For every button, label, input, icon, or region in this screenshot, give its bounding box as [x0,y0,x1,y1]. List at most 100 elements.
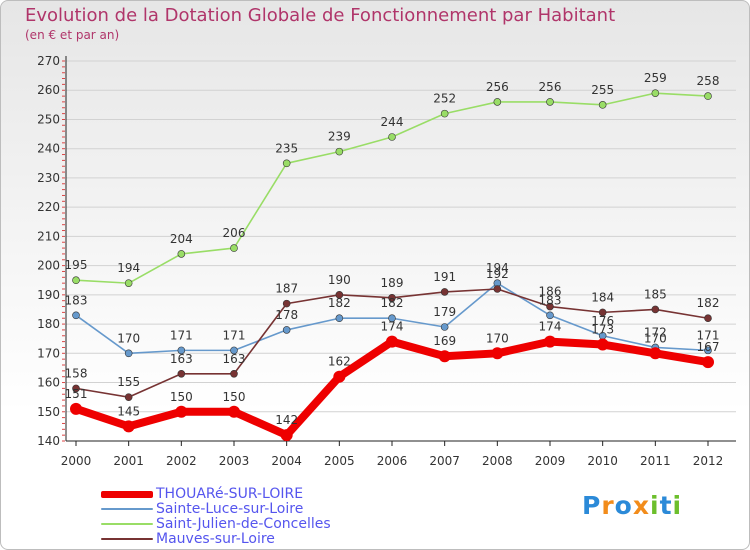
x-tick-label: 2007 [429,454,460,468]
value-label-sainte-luce-sur-loire: 176 [591,314,614,328]
x-tick-label: 2002 [166,454,197,468]
x-tick-label: 2004 [271,454,302,468]
value-label-sainte-luce-sur-loire: 182 [328,296,351,310]
value-label-saint-julien-de-concelles: 195 [65,258,88,272]
point-saint-julien-de-concelles [335,147,344,156]
value-label-mauves-sur-loire: 158 [65,366,88,380]
value-label-saint-julien-de-concelles: 206 [223,226,246,240]
y-tick-label: 190 [37,288,60,302]
point-saint-julien-de-concelles [72,276,80,285]
value-label-sainte-luce-sur-loire: 171 [223,328,246,342]
value-label-thouar-sur-loire: 162 [328,355,351,369]
point-saint-julien-de-concelles [546,98,554,106]
point-sainte-luce-sur-loire [335,314,344,323]
point-thouar-sur-loire [649,347,662,360]
legend-swatch-sainte-luce [101,508,153,510]
legend-swatch-mauves [101,538,153,540]
y-tick-label: 270 [37,54,60,68]
value-label-thouar-sur-loire: 173 [591,323,614,337]
value-label-thouar-sur-loire: 145 [117,404,140,418]
value-label-saint-julien-de-concelles: 239 [328,130,351,144]
value-label-thouar-sur-loire: 150 [223,390,246,404]
x-tick-label: 2003 [219,454,250,468]
y-tick-label: 260 [37,83,60,97]
point-saint-julien-de-concelles [230,244,238,252]
point-saint-julien-de-concelles [493,98,502,106]
y-tick-label: 160 [37,376,60,390]
point-saint-julien-de-concelles [651,89,660,97]
axis-layer: 140 150 160 170 180 190 200 210 220 230 240 250 260 2… [37,54,736,468]
value-label-thouar-sur-loire: 150 [170,390,193,404]
point-saint-julien-de-concelles [177,250,186,258]
value-label-mauves-sur-loire: 155 [117,375,140,389]
value-label-thouar-sur-loire: 174 [539,320,562,334]
value-label-sainte-luce-sur-loire: 178 [275,308,298,322]
value-label-saint-julien-de-concelles: 259 [644,71,667,85]
value-label-mauves-sur-loire: 191 [433,270,456,284]
proxiti-logo: Proxiti [582,491,682,520]
logo-letter: t [659,491,673,520]
value-label-sainte-luce-sur-loire: 170 [117,331,140,345]
point-saint-julien-de-concelles [704,92,712,100]
point-mauves-sur-loire [335,291,344,299]
value-label-saint-julien-de-concelles: 258 [697,74,720,88]
value-label-thouar-sur-loire: 174 [381,320,404,334]
value-label-mauves-sur-loire: 163 [170,352,193,366]
value-label-mauves-sur-loire: 182 [697,296,720,310]
point-sainte-luce-sur-loire [72,311,80,320]
point-mauves-sur-loire [704,314,712,323]
point-mauves-sur-loire [598,308,607,317]
point-sainte-luce-sur-loire [704,346,712,355]
point-mauves-sur-loire [651,305,660,314]
point-mauves-sur-loire [230,369,238,378]
y-tick-label: 200 [37,259,60,273]
value-label-mauves-sur-loire: 192 [486,267,509,281]
logo-letter: o [614,491,633,520]
point-thouar-sur-loire [544,335,556,348]
value-label-sainte-luce-sur-loire: 172 [644,325,667,339]
point-thouar-sur-loire [175,405,188,418]
logo-letter: x [632,491,650,520]
x-tick-label: 2008 [482,454,513,468]
legend-label-saint-julien: Saint-Julien-de-Concelles [156,516,331,532]
point-sainte-luce-sur-loire [388,314,396,323]
point-sainte-luce-sur-loire [282,326,291,334]
point-thouar-sur-loire [70,402,82,415]
logo-letter: r [601,491,615,520]
value-label-saint-julien-de-concelles: 235 [275,141,298,155]
legend-swatch-thouare [101,491,153,498]
x-tick-label: 2011 [640,454,671,468]
point-thouar-sur-loire [228,405,240,418]
y-tick-label: 180 [37,317,60,331]
series-layer [70,89,714,442]
point-thouar-sur-loire [122,420,135,433]
logo-letter: i [650,491,660,520]
value-label-saint-julien-de-concelles: 252 [433,92,456,106]
legend-label-sainte-luce: Sainte-Luce-sur-Loire [156,501,304,517]
value-label-saint-julien-de-concelles: 255 [591,83,614,97]
x-tick-label: 2009 [535,454,566,468]
value-label-sainte-luce-sur-loire: 171 [697,328,720,342]
y-tick-label: 140 [37,434,60,448]
point-sainte-luce-sur-loire [230,346,238,355]
value-label-mauves-sur-loire: 189 [381,276,404,290]
value-label-mauves-sur-loire: 184 [591,290,614,304]
value-label-sainte-luce-sur-loire: 171 [170,328,193,342]
value-label-mauves-sur-loire: 190 [328,273,351,287]
x-tick-label: 2006 [377,454,408,468]
value-label-mauves-sur-loire: 187 [275,282,298,296]
value-label-sainte-luce-sur-loire: 194 [486,261,509,275]
logo-letter: i [672,491,683,520]
value-label-thouar-sur-loire: 151 [65,387,88,401]
value-label-sainte-luce-sur-loire: 182 [381,296,404,310]
y-tick-label: 250 [37,112,60,126]
point-saint-julien-de-concelles [440,109,449,118]
point-saint-julien-de-concelles [124,279,133,287]
value-label-saint-julien-de-concelles: 194 [117,261,140,275]
point-mauves-sur-loire [177,369,186,378]
point-mauves-sur-loire [546,302,554,311]
y-tick-label: 230 [37,171,60,185]
value-label-saint-julien-de-concelles: 244 [381,115,404,129]
point-mauves-sur-loire [493,285,502,293]
